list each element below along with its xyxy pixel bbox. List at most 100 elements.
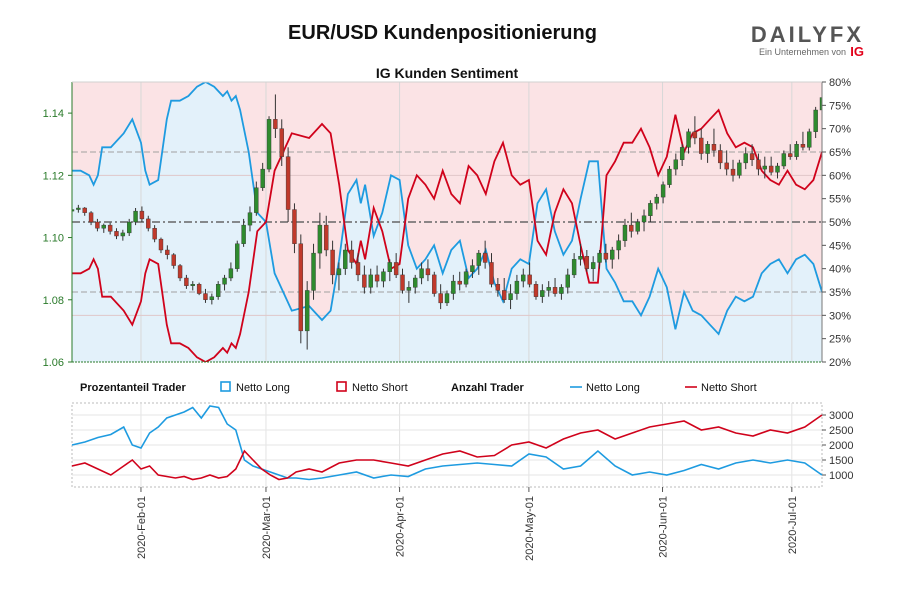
candle-28 [247,206,253,232]
candle-body [584,256,590,269]
candle-body [457,280,462,285]
candle-body [292,209,297,244]
candle-12 [146,215,151,232]
candle-body [629,224,634,232]
candle-79 [571,253,577,278]
candle-body [819,97,822,111]
count-tick-label-2: 2000 [829,440,853,452]
candle-73 [533,281,539,300]
candle-body [521,274,526,282]
candle-15 [165,245,170,260]
candle-30 [260,162,265,191]
candle-body [679,147,685,160]
candle-body [578,256,583,260]
candle-body [362,274,367,288]
candle-34 [285,147,291,222]
candle-body [699,137,704,154]
candle-103 [724,150,729,176]
candle-99 [699,128,704,160]
x-tick-label-5: 2020-Jul-01 [787,496,799,554]
candle-body [635,221,640,232]
candle-105 [737,159,742,179]
candle-3 [88,211,94,226]
netto-long-pct-line [72,82,822,336]
candle-36 [298,234,304,344]
candle-body [610,249,615,260]
candle-body [673,159,679,170]
candle-body [279,128,284,157]
x-tick-label-2: 2020-Apr-01 [395,496,407,557]
candle-51 [393,253,399,278]
candle-body [603,252,609,260]
pct-tick-label-3: 35% [829,287,851,299]
candle-102 [718,144,723,170]
candle-21 [203,288,208,303]
candle-90 [641,209,647,232]
candle-body [807,131,812,148]
candle-95 [673,153,679,176]
candle-4 [95,218,100,232]
candle-53 [406,281,412,303]
candle-body [705,144,710,154]
candle-84 [603,243,609,263]
candle-0 [72,206,75,215]
candle-body [387,262,392,272]
candle-body [120,232,126,237]
candle-body [565,274,570,288]
candle-40 [324,215,329,257]
candle-body [552,287,558,294]
candle-body [482,252,488,263]
candle-body [533,284,539,297]
candle-body [235,243,240,269]
candle-48 [374,265,380,288]
count-tick-label-3: 2500 [829,425,853,437]
legend-short-pct-label: Netto Short [352,382,408,394]
candle-body [419,268,424,279]
pct-tick-label-9: 65% [829,147,851,159]
candle-body [648,203,653,216]
candle-body [800,144,806,148]
candle-82 [590,256,596,282]
candle-83 [597,250,602,269]
candle-body [686,131,691,148]
pct-tick-label-11: 75% [829,100,851,112]
price-tick-label-2: 1.10 [43,233,64,245]
candle-body [152,228,157,240]
candle-50 [387,259,392,282]
candle-5 [101,223,106,233]
price-tick-label-4: 1.14 [43,108,64,120]
candle-body [336,268,342,276]
candle-67 [495,278,501,297]
candle-body [438,293,443,304]
candle-65 [482,240,488,269]
candle-31 [266,116,272,173]
dailyfx-logo: DAILYFX Ein Unternehmen von IG [751,20,870,64]
candle-112 [781,150,787,170]
candle-body [88,212,94,223]
candle-58 [438,284,443,310]
candle-116 [807,128,812,151]
candle-43 [343,243,348,275]
count-tick-label-1: 1500 [829,455,853,467]
pct-tick-label-12: 80% [829,77,851,89]
candle-14 [158,237,164,254]
candle-body [95,221,100,229]
candle-94 [667,166,672,188]
candle-body [317,224,323,254]
candle-body [622,224,628,241]
candle-body [82,207,87,213]
candle-56 [425,259,431,282]
candle-55 [419,262,424,285]
candle-body [381,271,386,282]
candle-body [203,293,208,300]
candle-22 [209,293,215,305]
pct-tick-label-8: 60% [829,170,851,182]
pct-tick-label-2: 30% [829,310,851,322]
candle-body [254,187,259,213]
candle-26 [235,240,240,272]
legend-group-count: Anzahl Trader [451,382,524,394]
logo-ig-mark: IG [850,44,864,59]
x-tick-label-4: 2020-Jun-01 [658,496,670,558]
candle-body [571,259,577,276]
candle-70 [514,274,520,300]
